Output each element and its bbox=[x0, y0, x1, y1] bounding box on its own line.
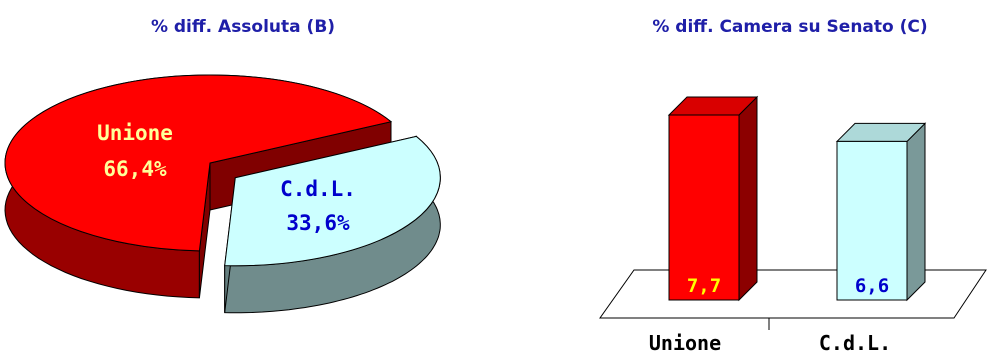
bar-value-label-1: 6,6 bbox=[855, 275, 889, 297]
pie-slice-0-top bbox=[4, 74, 393, 252]
bar-0 bbox=[667, 95, 759, 302]
bar-1-side bbox=[906, 122, 926, 302]
pie-chart: % diff. Assoluta (B) Unione 66,4% C.d.L. 33… bbox=[4, 17, 441, 314]
pie-value-label-1: 33,6% bbox=[286, 211, 350, 235]
pie-slice-1-top bbox=[224, 135, 441, 267]
pie-slice-1 bbox=[224, 135, 441, 314]
pie-label-0: Unione bbox=[97, 121, 173, 145]
bar-0-front bbox=[668, 114, 740, 301]
bar-1 bbox=[835, 122, 927, 302]
bar-1-front bbox=[836, 140, 908, 301]
bar-chart: % diff. Camera su Senato (C) 7,7 Unione 6,… bbox=[599, 17, 987, 354]
bar-plot: 7,7 Unione 6,6 C.d.L. bbox=[599, 95, 987, 354]
pie-slices: Unione 66,4% C.d.L. 33,6% bbox=[4, 74, 441, 314]
pie-value-label-0: 66,4% bbox=[103, 157, 167, 181]
category-label-0: Unione bbox=[649, 331, 721, 354]
category-label-1: C.d.L. bbox=[819, 331, 891, 354]
bar-chart-title: % diff. Camera su Senato (C) bbox=[652, 17, 927, 37]
pie-label-1: C.d.L. bbox=[280, 177, 356, 201]
pie-chart-title: % diff. Assoluta (B) bbox=[151, 17, 335, 37]
bar-0-side bbox=[738, 95, 758, 302]
chart-floor bbox=[599, 269, 987, 319]
bar-value-label-0: 7,7 bbox=[687, 275, 721, 297]
